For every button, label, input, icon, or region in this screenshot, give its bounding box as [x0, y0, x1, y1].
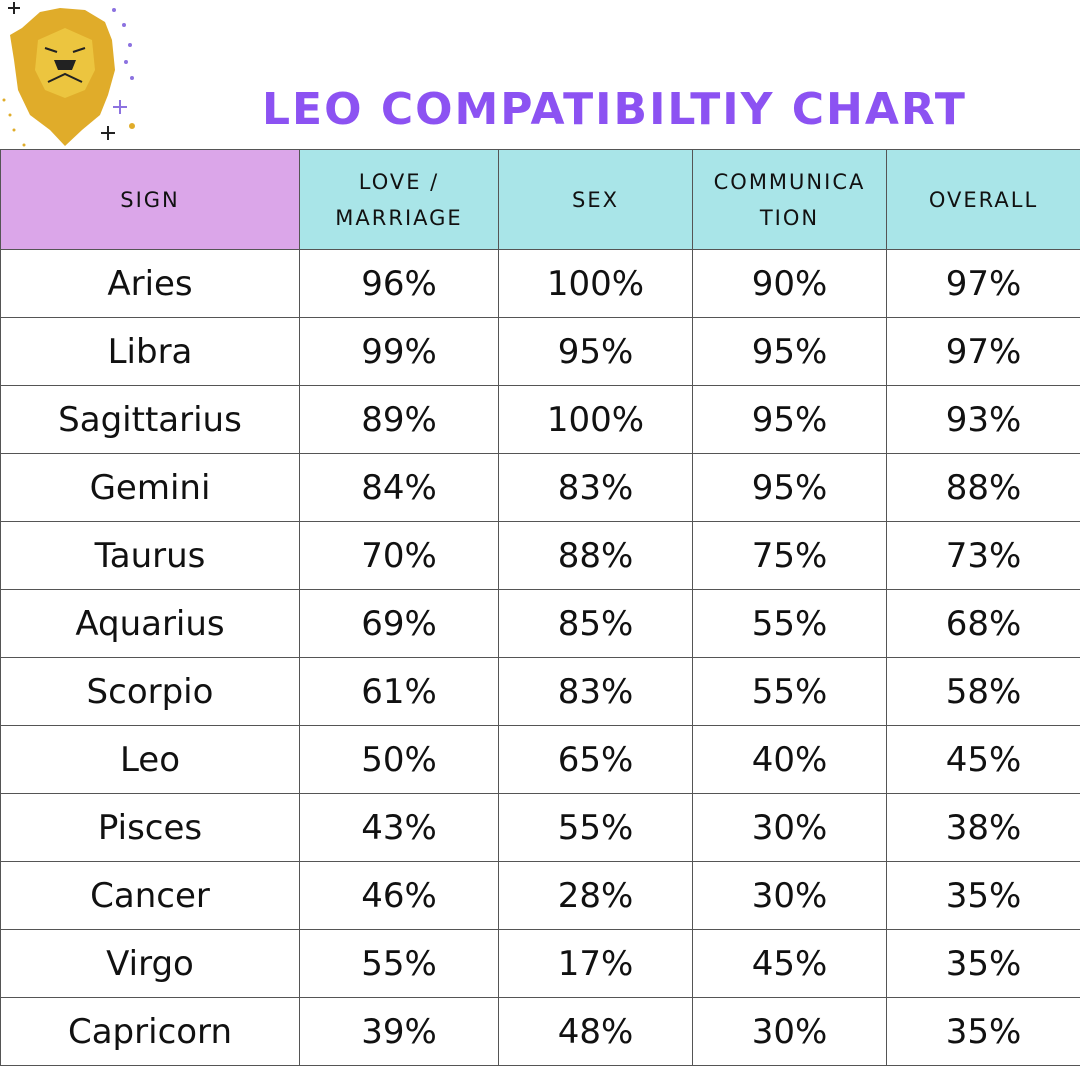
percent-cell: 95% — [692, 453, 887, 522]
sign-cell: Cancer — [0, 861, 300, 930]
column-header: OVERALL — [886, 149, 1080, 250]
table-row: Sagittarius 89% 100% 95% 93% — [0, 385, 1080, 454]
percent-cell: 58% — [886, 657, 1080, 726]
percent-cell: 50% — [299, 725, 499, 794]
sign-cell: Sagittarius — [0, 385, 300, 454]
percent-cell: 35% — [886, 861, 1080, 930]
sign-cell: Aries — [0, 249, 300, 318]
sign-cell: Scorpio — [0, 657, 300, 726]
percent-cell: 55% — [299, 929, 499, 998]
sign-cell: Aquarius — [0, 589, 300, 658]
percent-cell: 30% — [692, 861, 887, 930]
percent-cell: 68% — [886, 589, 1080, 658]
percent-cell: 73% — [886, 521, 1080, 590]
percent-cell: 43% — [299, 793, 499, 862]
table-row: Cancer 46% 28% 30% 35% — [0, 861, 1080, 930]
percent-cell: 95% — [692, 317, 887, 386]
chart-title: LEO COMPATIBILTIY CHART — [262, 84, 967, 135]
percent-cell: 45% — [886, 725, 1080, 794]
percent-cell: 55% — [692, 589, 887, 658]
percent-cell: 90% — [692, 249, 887, 318]
percent-cell: 69% — [299, 589, 499, 658]
percent-cell: 83% — [498, 453, 693, 522]
percent-cell: 55% — [692, 657, 887, 726]
table-row: Scorpio 61% 83% 55% 58% — [0, 657, 1080, 726]
percent-cell: 65% — [498, 725, 693, 794]
sign-cell: Taurus — [0, 521, 300, 590]
percent-cell: 84% — [299, 453, 499, 522]
table-row: Leo 50% 65% 40% 45% — [0, 725, 1080, 794]
column-header: LOVE / MARRIAGE — [299, 149, 499, 250]
percent-cell: 30% — [692, 997, 887, 1066]
percent-cell: 55% — [498, 793, 693, 862]
table-row: Pisces 43% 55% 30% 38% — [0, 793, 1080, 862]
sign-cell: Gemini — [0, 453, 300, 522]
percent-cell: 97% — [886, 249, 1080, 318]
percent-cell: 38% — [886, 793, 1080, 862]
percent-cell: 100% — [498, 249, 693, 318]
percent-cell: 93% — [886, 385, 1080, 454]
table-row: Virgo 55% 17% 45% 35% — [0, 929, 1080, 998]
table-row: Libra 99% 95% 95% 97% — [0, 317, 1080, 386]
percent-cell: 88% — [498, 521, 693, 590]
table-row: Taurus 70% 88% 75% 73% — [0, 521, 1080, 590]
sign-cell: Libra — [0, 317, 300, 386]
column-header: COMMUNICA TION — [692, 149, 887, 250]
column-header: SEX — [498, 149, 693, 250]
percent-cell: 48% — [498, 997, 693, 1066]
percent-cell: 100% — [498, 385, 693, 454]
percent-cell: 35% — [886, 929, 1080, 998]
percent-cell: 61% — [299, 657, 499, 726]
percent-cell: 96% — [299, 249, 499, 318]
percent-cell: 99% — [299, 317, 499, 386]
percent-cell: 40% — [692, 725, 887, 794]
sign-cell: Leo — [0, 725, 300, 794]
percent-cell: 39% — [299, 997, 499, 1066]
table-row: Aries 96% 100% 90% 97% — [0, 249, 1080, 318]
header-row: SIGN LOVE / MARRIAGE SEX COMMUNICA TION OVER… — [0, 149, 1080, 250]
table-row: Aquarius 69% 85% 55% 68% — [0, 589, 1080, 658]
percent-cell: 83% — [498, 657, 693, 726]
percent-cell: 30% — [692, 793, 887, 862]
percent-cell: 35% — [886, 997, 1080, 1066]
table-row: Gemini 84% 83% 95% 88% — [0, 453, 1080, 522]
percent-cell: 95% — [692, 385, 887, 454]
percent-cell: 17% — [498, 929, 693, 998]
percent-cell: 45% — [692, 929, 887, 998]
column-header: SIGN — [0, 149, 300, 250]
percent-cell: 97% — [886, 317, 1080, 386]
percent-cell: 70% — [299, 521, 499, 590]
lion-head-icon — [2, 2, 135, 147]
percent-cell: 89% — [299, 385, 499, 454]
sign-cell: Virgo — [0, 929, 300, 998]
percent-cell: 95% — [498, 317, 693, 386]
percent-cell: 88% — [886, 453, 1080, 522]
percent-cell: 85% — [498, 589, 693, 658]
sign-cell: Pisces — [0, 793, 300, 862]
percent-cell: 75% — [692, 521, 887, 590]
table-row: Capricorn 39% 48% 30% 35% — [0, 997, 1080, 1066]
percent-cell: 28% — [498, 861, 693, 930]
percent-cell: 46% — [299, 861, 499, 930]
compatibility-table: SIGN LOVE / MARRIAGE SEX COMMUNICA TION OVER… — [0, 149, 1080, 1066]
sign-cell: Capricorn — [0, 997, 300, 1066]
